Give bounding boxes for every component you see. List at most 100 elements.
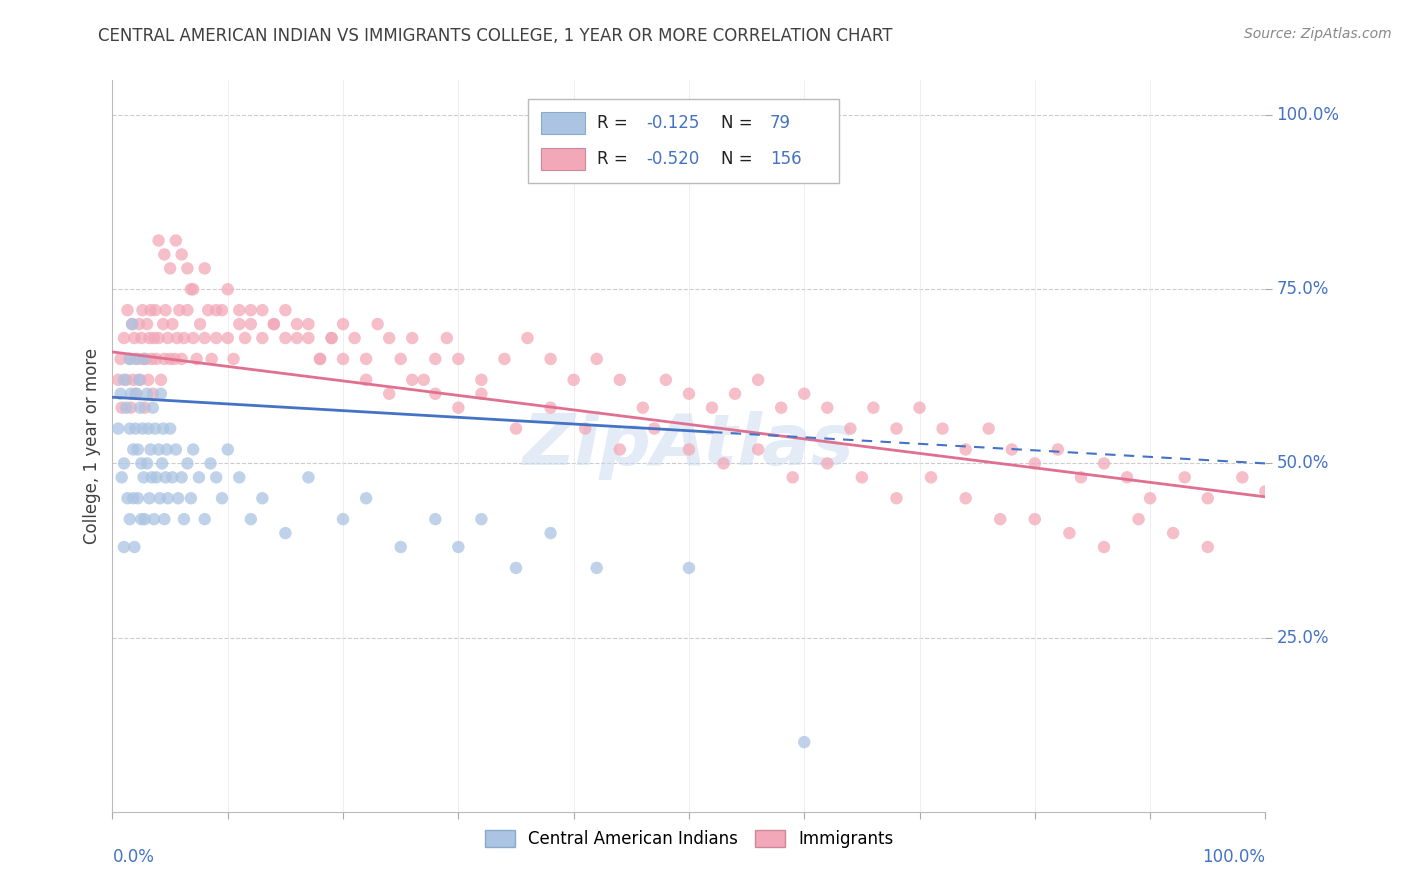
- Point: [1232, 470, 1254, 484]
- Point: [122, 442, 145, 457]
- Point: [655, 373, 678, 387]
- Point: [194, 331, 217, 345]
- Point: [149, 373, 172, 387]
- Point: [1197, 491, 1219, 506]
- Point: [321, 331, 343, 345]
- Point: [124, 540, 146, 554]
- Point: [447, 540, 470, 554]
- Point: [118, 512, 141, 526]
- Point: [124, 331, 146, 345]
- Point: [239, 317, 262, 331]
- Text: -0.520: -0.520: [647, 150, 700, 169]
- Point: [378, 386, 401, 401]
- Point: [1092, 540, 1115, 554]
- Point: [139, 442, 162, 457]
- Y-axis label: College, 1 year or more: College, 1 year or more: [83, 348, 101, 544]
- Point: [297, 317, 319, 331]
- Point: [470, 512, 492, 526]
- Point: [494, 351, 516, 366]
- Point: [470, 373, 492, 387]
- Point: [540, 351, 562, 366]
- Text: Source: ZipAtlas.com: Source: ZipAtlas.com: [1244, 27, 1392, 41]
- Point: [263, 317, 285, 331]
- Point: [205, 331, 228, 345]
- Point: [127, 351, 149, 366]
- Point: [181, 331, 204, 345]
- Point: [153, 351, 176, 366]
- Point: [159, 261, 181, 276]
- Point: [228, 303, 250, 318]
- Point: [181, 442, 204, 457]
- Point: [378, 331, 401, 345]
- Point: [173, 512, 195, 526]
- Point: [132, 351, 155, 366]
- Point: [122, 373, 145, 387]
- Point: [851, 470, 873, 484]
- Point: [862, 401, 884, 415]
- Point: [793, 386, 815, 401]
- Point: [127, 491, 149, 506]
- Text: 100.0%: 100.0%: [1202, 848, 1265, 866]
- Point: [170, 470, 193, 484]
- Point: [129, 331, 153, 345]
- Point: [118, 351, 141, 366]
- Point: [143, 303, 166, 318]
- Point: [194, 261, 217, 276]
- Text: 156: 156: [769, 150, 801, 169]
- Point: [186, 351, 208, 366]
- Point: [170, 247, 193, 261]
- Point: [145, 470, 167, 484]
- Point: [931, 421, 953, 435]
- Text: -0.125: -0.125: [647, 113, 700, 132]
- Point: [252, 331, 274, 345]
- Point: [1161, 526, 1184, 541]
- Point: [1046, 442, 1069, 457]
- Point: [516, 331, 538, 345]
- Text: 0.0%: 0.0%: [112, 848, 155, 866]
- Text: R =: R =: [596, 113, 633, 132]
- Point: [153, 247, 176, 261]
- Point: [297, 331, 319, 345]
- Point: [124, 386, 146, 401]
- Point: [170, 351, 193, 366]
- Point: [908, 401, 931, 415]
- Point: [574, 421, 596, 435]
- Point: [713, 457, 735, 471]
- Point: [156, 442, 179, 457]
- Point: [217, 282, 239, 296]
- Point: [540, 526, 562, 541]
- Point: [127, 442, 149, 457]
- Text: 50.0%: 50.0%: [1277, 454, 1329, 473]
- Point: [678, 442, 700, 457]
- Point: [643, 421, 665, 435]
- Point: [107, 421, 129, 435]
- Point: [782, 470, 804, 484]
- Point: [205, 470, 228, 484]
- Point: [1024, 512, 1046, 526]
- Point: [131, 421, 153, 435]
- Point: [1139, 491, 1161, 506]
- Point: [120, 386, 142, 401]
- Text: 79: 79: [769, 113, 790, 132]
- Point: [228, 470, 250, 484]
- Point: [401, 331, 423, 345]
- Point: [152, 317, 174, 331]
- Point: [145, 351, 167, 366]
- Point: [112, 373, 135, 387]
- Point: [112, 457, 135, 471]
- Point: [211, 303, 233, 318]
- Point: [143, 512, 166, 526]
- Point: [425, 512, 447, 526]
- Point: [153, 512, 176, 526]
- Point: [585, 351, 607, 366]
- Point: [129, 373, 152, 387]
- Point: [233, 331, 256, 345]
- Point: [155, 470, 177, 484]
- Point: [389, 540, 412, 554]
- Point: [252, 303, 274, 318]
- Point: [150, 457, 173, 471]
- Bar: [541, 148, 585, 170]
- Text: N =: N =: [721, 150, 758, 169]
- Point: [562, 373, 585, 387]
- Point: [163, 351, 186, 366]
